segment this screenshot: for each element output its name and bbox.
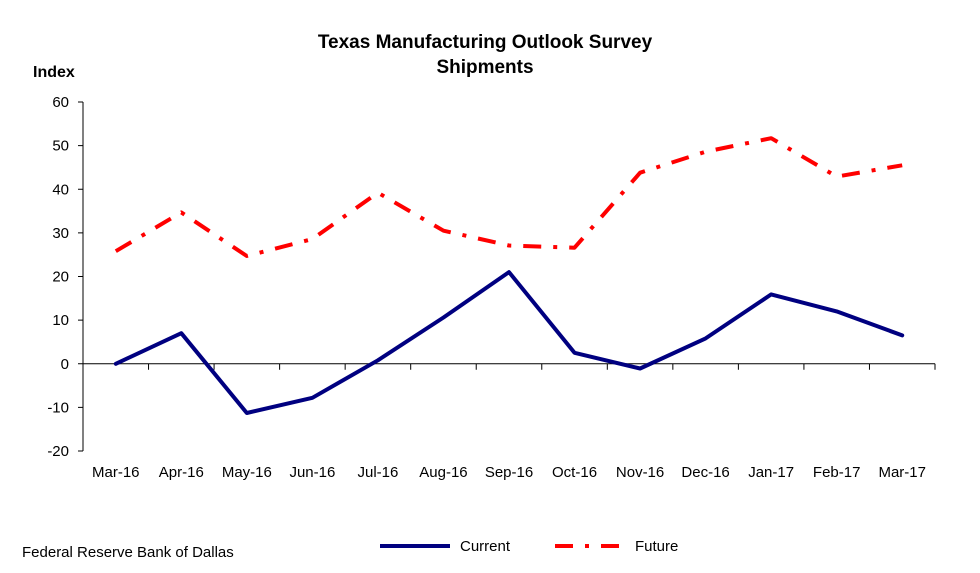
y-tick-label: 0 xyxy=(61,356,69,373)
x-tick-label: Feb-17 xyxy=(813,464,861,481)
legend-future-label: Future xyxy=(635,538,678,555)
chart-title: Texas Manufacturing Outlook Survey xyxy=(318,32,653,53)
x-tick-label: May-16 xyxy=(222,464,272,481)
x-tick-label: Dec-16 xyxy=(681,464,729,481)
x-tick-label: Mar-17 xyxy=(878,464,926,481)
x-tick-label: Apr-16 xyxy=(159,464,204,481)
plot-area: -20 -10 0 10 20 30 40 50 60 Mar-16 Apr-16 May-16 Jun… xyxy=(47,94,936,481)
y-axis-label: Index xyxy=(33,64,75,81)
chart-subtitle: Shipments xyxy=(436,57,533,78)
y-tick-label: 20 xyxy=(52,269,69,286)
x-tick-label: Oct-16 xyxy=(552,464,597,481)
x-tick-label: Mar-16 xyxy=(92,464,140,481)
series-line-future xyxy=(114,136,903,258)
y-tick-label: 30 xyxy=(52,225,69,242)
y-tick-label: 40 xyxy=(52,181,69,198)
y-tick-label: -10 xyxy=(47,399,69,416)
series-line-current xyxy=(113,270,905,415)
legend: Current Future xyxy=(380,538,678,555)
legend-current-label: Current xyxy=(460,538,511,555)
y-tick-label: 60 xyxy=(52,94,69,111)
y-tick-label: 10 xyxy=(52,312,69,329)
y-tick-label: -20 xyxy=(47,443,69,460)
x-tick-label: Sep-16 xyxy=(485,464,533,481)
source-note: Federal Reserve Bank of Dallas xyxy=(22,544,234,561)
x-tick-label: Jun-16 xyxy=(289,464,335,481)
x-tick-label: Jul-16 xyxy=(357,464,398,481)
x-tick-label: Jan-17 xyxy=(748,464,794,481)
x-tick-label: Aug-16 xyxy=(419,464,467,481)
x-tick-label: Nov-16 xyxy=(616,464,664,481)
y-tick-label: 50 xyxy=(52,138,69,155)
